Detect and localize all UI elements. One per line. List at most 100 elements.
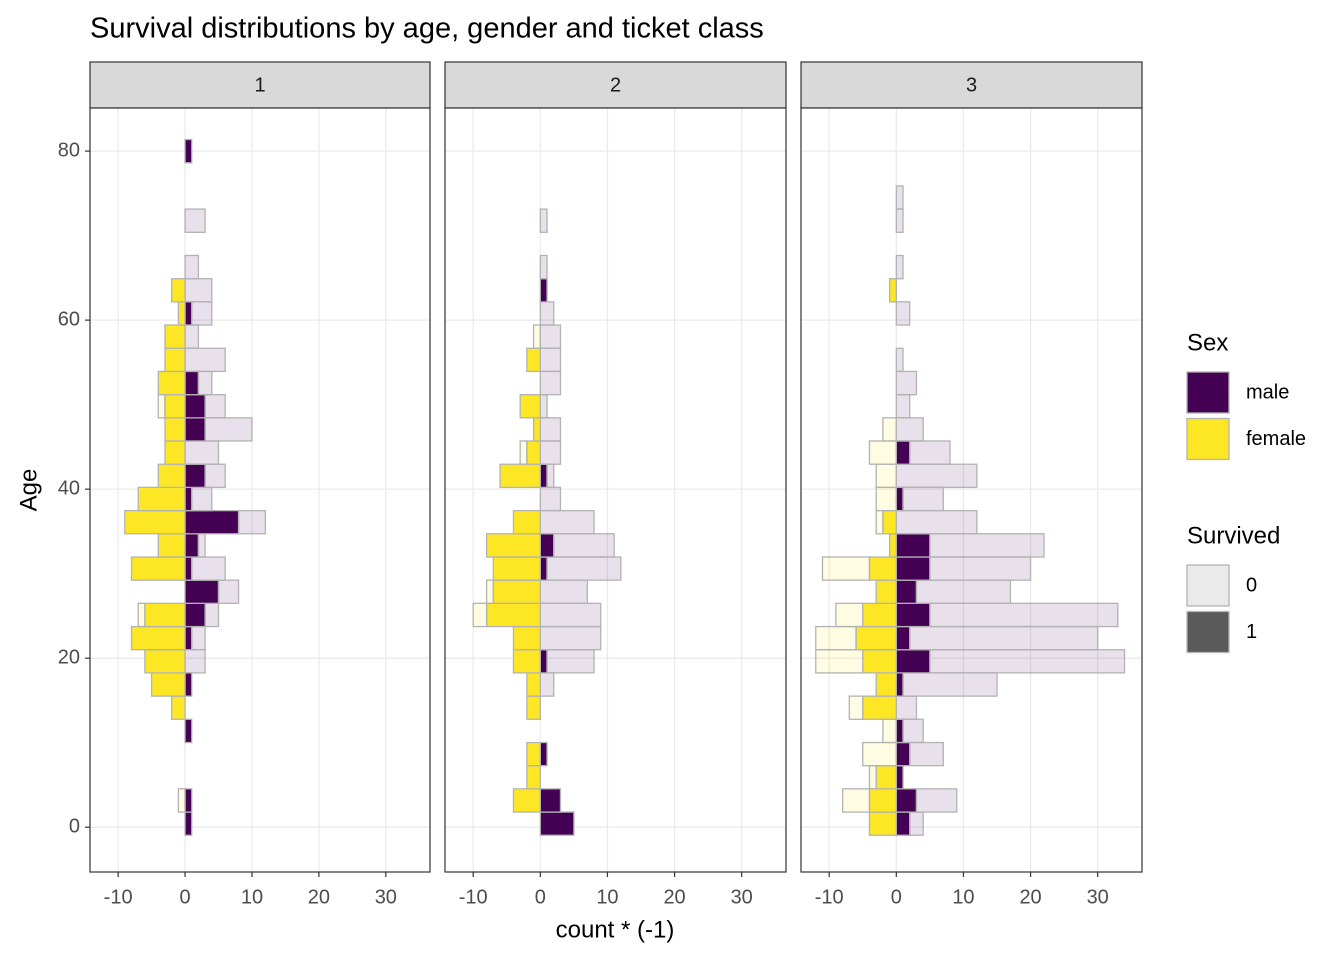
bar	[895, 556, 931, 581]
bar	[841, 788, 871, 813]
bar	[875, 765, 897, 790]
bar	[184, 672, 193, 697]
bar	[895, 765, 904, 790]
bar	[144, 649, 186, 674]
bar	[177, 788, 186, 813]
bar	[184, 347, 226, 373]
bar	[909, 440, 951, 465]
bar	[526, 695, 541, 720]
bar	[888, 278, 897, 303]
x-tick-label: 10	[952, 886, 974, 908]
bar	[157, 463, 186, 489]
bar	[909, 625, 1099, 651]
bar	[526, 440, 541, 465]
bar	[217, 579, 240, 604]
bar	[184, 394, 206, 419]
bar	[157, 370, 186, 396]
bar	[492, 556, 541, 581]
bar	[526, 765, 541, 790]
bar	[539, 788, 562, 813]
bar	[553, 533, 615, 558]
panel-border	[89, 107, 431, 873]
bar	[184, 440, 220, 465]
x-tick-label: 0	[535, 886, 546, 908]
chart-title: Survival distributions by age, gender an…	[90, 13, 764, 45]
x-tick-label: 20	[663, 886, 685, 908]
bar	[895, 788, 918, 813]
x-tick-label: -10	[815, 886, 844, 908]
bar	[875, 509, 884, 535]
x-tick-label: 20	[1019, 886, 1041, 908]
bar	[895, 486, 904, 512]
bar	[895, 440, 911, 465]
bar	[184, 486, 193, 512]
bar	[882, 417, 897, 442]
bar	[539, 347, 562, 373]
bar	[835, 602, 864, 628]
bar	[499, 463, 541, 489]
bar	[184, 208, 206, 233]
bar	[184, 509, 240, 535]
legend-label: female	[1246, 428, 1306, 450]
bar	[895, 417, 924, 442]
bar	[902, 672, 998, 697]
legend-title: Sex	[1187, 329, 1228, 356]
bar	[895, 394, 911, 419]
legend-title: Survived	[1187, 522, 1280, 549]
y-tick-label: 20	[58, 646, 80, 668]
bar	[895, 254, 904, 280]
bar	[197, 533, 206, 558]
bar	[177, 301, 186, 326]
x-tick-label: 0	[891, 886, 902, 908]
bar	[184, 625, 193, 651]
bar	[895, 672, 904, 697]
bar	[485, 579, 494, 604]
bar	[539, 463, 548, 489]
legend-label: 0	[1246, 574, 1257, 596]
bar	[512, 788, 541, 813]
y-axis-label: Age	[15, 469, 42, 512]
bar	[137, 602, 146, 628]
bar	[546, 556, 622, 581]
bar	[539, 672, 555, 697]
bar	[184, 278, 213, 303]
bar	[539, 556, 548, 581]
bar	[191, 301, 213, 326]
bar	[204, 394, 226, 419]
bar	[895, 695, 918, 720]
bar	[191, 486, 213, 512]
bar	[197, 370, 213, 396]
bar	[144, 602, 186, 628]
bar	[821, 556, 871, 581]
bar	[815, 649, 864, 674]
bar	[875, 463, 897, 489]
bar	[157, 394, 166, 419]
legend-key	[1186, 417, 1230, 461]
bar	[888, 533, 897, 558]
bar	[485, 602, 541, 628]
bar	[191, 625, 206, 651]
bar	[150, 672, 186, 697]
bar	[184, 370, 200, 396]
bar	[862, 649, 897, 674]
x-axis-label: count * (-1)	[556, 916, 675, 943]
bar	[539, 602, 602, 628]
bar	[184, 579, 220, 604]
bar	[526, 347, 541, 373]
bar	[130, 625, 186, 651]
bar	[539, 486, 562, 512]
y-tick-label: 40	[58, 477, 80, 499]
legend-label: male	[1246, 381, 1289, 403]
bar	[929, 556, 1032, 581]
bar	[512, 649, 541, 674]
bar	[539, 417, 562, 442]
bar	[882, 509, 897, 535]
bar	[532, 417, 541, 442]
bar	[895, 208, 904, 233]
bar	[539, 301, 555, 326]
bar	[184, 718, 193, 744]
bar	[184, 556, 193, 581]
bar	[532, 324, 541, 349]
bar	[915, 579, 1012, 604]
